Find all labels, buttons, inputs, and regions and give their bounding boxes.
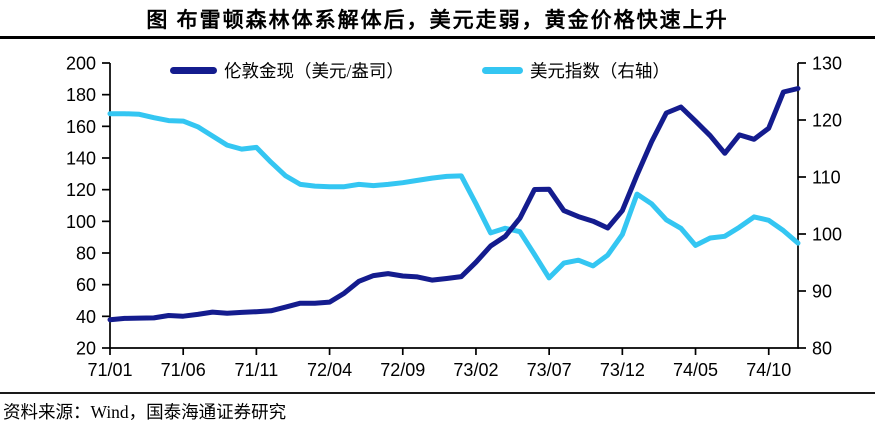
legend-item-usd: 美元指数（右轴） <box>481 58 670 83</box>
svg-text:110: 110 <box>812 168 841 188</box>
svg-text:120: 120 <box>812 111 842 131</box>
legend-label-gold: 伦敦金现（美元/盎司） <box>224 61 404 81</box>
svg-text:71/01: 71/01 <box>87 360 132 380</box>
svg-text:60: 60 <box>76 275 96 295</box>
svg-text:73/12: 73/12 <box>600 360 645 380</box>
svg-text:90: 90 <box>812 282 832 302</box>
svg-text:73/07: 73/07 <box>527 360 572 380</box>
chart-title: 图 布雷顿森林体系解体后，美元走弱，黄金价格快速上升 <box>146 8 729 32</box>
svg-text:180: 180 <box>66 85 96 105</box>
source-note: 资料来源：Wind，国泰海通证券研究 <box>3 402 287 422</box>
svg-text:80: 80 <box>76 244 96 264</box>
svg-text:74/05: 74/05 <box>673 360 718 380</box>
source-divider <box>0 392 875 394</box>
legend: 伦敦金现（美元/盎司） 美元指数（右轴） <box>0 58 840 83</box>
svg-text:74/10: 74/10 <box>746 360 791 380</box>
svg-text:200: 200 <box>66 54 96 74</box>
svg-text:130: 130 <box>812 54 842 74</box>
usd-line-swatch <box>481 67 523 74</box>
title-divider <box>0 36 875 39</box>
gold-line-swatch <box>170 67 218 74</box>
legend-item-gold: 伦敦金现（美元/盎司） <box>170 58 404 83</box>
svg-text:80: 80 <box>812 339 832 359</box>
svg-text:100: 100 <box>66 212 96 232</box>
svg-text:71/11: 71/11 <box>235 360 279 380</box>
svg-text:72/04: 72/04 <box>307 360 352 380</box>
svg-text:71/06: 71/06 <box>161 360 206 380</box>
svg-text:73/02: 73/02 <box>453 360 498 380</box>
svg-text:72/09: 72/09 <box>380 360 425 380</box>
svg-text:140: 140 <box>66 149 96 169</box>
svg-text:100: 100 <box>812 225 842 245</box>
svg-text:160: 160 <box>66 117 96 137</box>
legend-label-usd: 美元指数（右轴） <box>529 61 670 81</box>
svg-text:20: 20 <box>76 339 96 359</box>
svg-text:120: 120 <box>66 180 96 200</box>
svg-text:40: 40 <box>76 307 96 327</box>
